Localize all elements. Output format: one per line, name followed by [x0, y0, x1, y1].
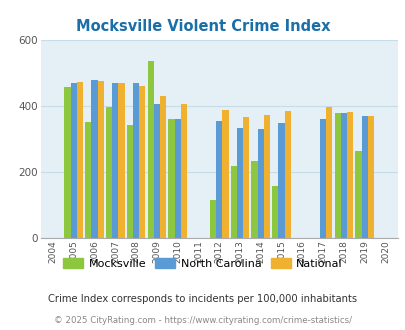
Bar [98, 81, 104, 238]
Bar [106, 107, 112, 238]
Bar [64, 87, 70, 238]
Bar [243, 117, 249, 238]
Text: Crime Index corresponds to incidents per 100,000 inhabitants: Crime Index corresponds to incidents per… [48, 294, 357, 304]
Bar [222, 110, 228, 238]
Legend: Mocksville, North Carolina, National: Mocksville, North Carolina, National [59, 254, 346, 273]
Bar [85, 122, 91, 238]
Bar [263, 115, 269, 238]
Bar [153, 104, 160, 238]
Text: © 2025 CityRating.com - https://www.cityrating.com/crime-statistics/: © 2025 CityRating.com - https://www.city… [54, 316, 351, 325]
Bar [118, 83, 124, 238]
Bar [230, 166, 236, 238]
Bar [70, 83, 77, 238]
Bar [354, 151, 360, 238]
Bar [340, 113, 346, 238]
Bar [360, 115, 367, 238]
Bar [126, 125, 133, 238]
Text: Mocksville Violent Crime Index: Mocksville Violent Crime Index [76, 19, 329, 34]
Bar [251, 161, 257, 238]
Bar [319, 119, 325, 238]
Bar [147, 61, 153, 238]
Bar [139, 86, 145, 238]
Bar [278, 123, 284, 238]
Bar [334, 113, 340, 238]
Bar [284, 111, 290, 238]
Bar [174, 119, 180, 238]
Bar [180, 104, 187, 238]
Bar [346, 112, 352, 238]
Bar [91, 80, 98, 238]
Bar [236, 128, 243, 238]
Bar [209, 200, 215, 238]
Bar [367, 115, 373, 238]
Bar [77, 82, 83, 238]
Bar [271, 186, 278, 238]
Bar [257, 129, 263, 238]
Bar [112, 83, 118, 238]
Bar [215, 121, 222, 238]
Bar [168, 119, 174, 238]
Bar [160, 96, 166, 238]
Bar [133, 83, 139, 238]
Bar [325, 107, 332, 238]
